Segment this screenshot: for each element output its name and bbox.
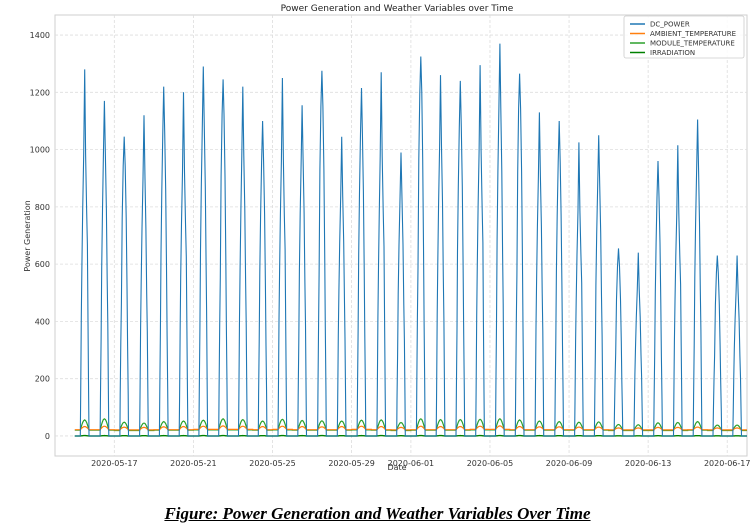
x-axis-label: Date <box>387 463 406 472</box>
series-line-dc-power <box>74 43 747 437</box>
y-tick-label: 400 <box>35 317 50 326</box>
y-axis-label: Power Generation <box>23 200 32 271</box>
legend-label: IRRADIATION <box>650 49 695 57</box>
grid <box>55 15 747 456</box>
y-tick-label: 200 <box>35 375 50 384</box>
y-tick-label: 1200 <box>30 88 50 97</box>
legend-box <box>623 15 745 59</box>
x-tick-label: 2020-06-05 <box>467 459 514 468</box>
y-tick-label: 600 <box>35 260 50 269</box>
x-tick-label: 2020-05-29 <box>328 459 375 468</box>
y-tick-label: 0 <box>45 432 50 441</box>
y-axis-ticks: 0 200 400 600 800 1000 1200 1400 <box>30 31 50 441</box>
x-tick-label: 2020-05-21 <box>170 459 217 468</box>
legend-label: MODULE_TEMPERATURE <box>650 40 735 48</box>
chart-title: Power Generation and Weather Variables o… <box>281 4 514 14</box>
y-tick-label: 1000 <box>30 146 50 155</box>
x-axis-ticks: 2020-05-17 2020-05-21 2020-05-25 2020-05-29… <box>91 459 750 468</box>
x-tick-label: 2020-06-13 <box>625 459 672 468</box>
figure-caption: Figure: Power Generation and Weather Var… <box>164 504 591 523</box>
legend-label: AMBIENT_TEMPERATURE <box>650 30 736 38</box>
x-tick-label: 2020-06-17 <box>704 459 751 468</box>
x-tick-label: 2020-05-25 <box>249 459 296 468</box>
y-tick-label: 800 <box>35 203 50 212</box>
line-chart: Power Generation and Weather Variables o… <box>23 4 750 472</box>
x-tick-label: 2020-06-01 <box>388 459 435 468</box>
legend-label: DC_POWER <box>650 21 690 29</box>
x-tick-label: 2020-05-17 <box>91 459 138 468</box>
x-tick-label: 2020-06-09 <box>546 459 593 468</box>
series-layer <box>74 43 747 437</box>
plot-area <box>54 14 748 457</box>
y-tick-label: 1400 <box>30 31 50 40</box>
